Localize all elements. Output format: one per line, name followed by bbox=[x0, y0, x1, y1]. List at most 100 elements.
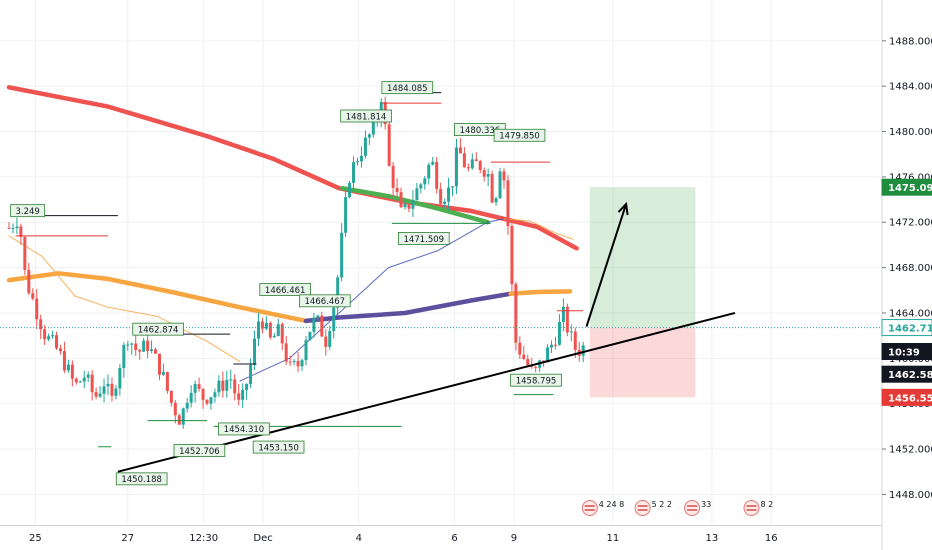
economic-event[interactable]: 5 2 2 bbox=[634, 500, 672, 516]
candle-body bbox=[498, 171, 502, 199]
candle-body bbox=[78, 381, 82, 383]
event-flag-icon[interactable] bbox=[743, 500, 760, 516]
candle-body bbox=[55, 335, 59, 349]
candle-body bbox=[534, 366, 538, 368]
profit-zone[interactable] bbox=[589, 187, 696, 328]
candle-body bbox=[454, 147, 458, 187]
price-note: 1466.467 bbox=[298, 294, 351, 308]
economic-event[interactable]: 4 24 8 bbox=[581, 500, 624, 516]
event-flag-icon[interactable] bbox=[581, 500, 598, 516]
candle bbox=[90, 370, 94, 401]
candle-body bbox=[19, 226, 23, 237]
moving-average-line bbox=[239, 218, 505, 382]
candle bbox=[565, 303, 569, 337]
candle bbox=[451, 186, 455, 197]
candle-body bbox=[466, 167, 470, 169]
price-tag: 1462.712 bbox=[881, 319, 932, 337]
candle bbox=[367, 133, 371, 145]
candle-body bbox=[526, 359, 530, 366]
candle bbox=[241, 383, 245, 409]
candle bbox=[280, 322, 284, 351]
candle-body bbox=[237, 393, 241, 400]
candle bbox=[506, 175, 510, 236]
candle-body bbox=[154, 349, 158, 354]
y-tick-label: 1468.000 bbox=[889, 263, 932, 274]
price-tag-label: 1462.712 bbox=[888, 324, 932, 335]
candle-body bbox=[506, 180, 510, 226]
price-tag: 1475.092 bbox=[881, 178, 932, 196]
candle-body bbox=[371, 120, 375, 135]
candle-body bbox=[344, 197, 348, 233]
candle-body bbox=[264, 322, 268, 329]
candle bbox=[470, 153, 474, 170]
event-flag-icon[interactable] bbox=[634, 500, 651, 516]
candle-body bbox=[181, 408, 185, 425]
economic-events[interactable]: 4 24 8 5 2 2 33 8 2 bbox=[581, 500, 773, 516]
candle-body bbox=[494, 198, 498, 203]
economic-event[interactable]: 8 2 bbox=[743, 500, 773, 516]
candle-body bbox=[288, 361, 292, 363]
candle bbox=[510, 222, 514, 292]
candle bbox=[86, 371, 90, 383]
candle-body bbox=[15, 226, 19, 229]
candle-body bbox=[11, 228, 15, 230]
candle bbox=[490, 170, 494, 204]
candle-body bbox=[256, 321, 260, 339]
note-label: 1484.085 bbox=[387, 84, 428, 94]
candle-body bbox=[502, 171, 506, 181]
arrow-line[interactable] bbox=[585, 203, 628, 327]
candle-body bbox=[169, 390, 173, 403]
event-label: 5 2 2 bbox=[652, 500, 672, 509]
x-tick-label: 16 bbox=[765, 533, 778, 544]
candle-body bbox=[221, 380, 225, 391]
candle bbox=[19, 223, 23, 245]
price-note: 3.249 bbox=[10, 204, 118, 218]
candle-body bbox=[197, 384, 201, 389]
candle bbox=[340, 223, 344, 282]
candle bbox=[47, 333, 51, 342]
candle bbox=[185, 397, 189, 413]
candle-body bbox=[474, 159, 478, 162]
candle bbox=[193, 380, 197, 403]
long-position-zone[interactable] bbox=[589, 187, 696, 398]
candle bbox=[114, 385, 118, 400]
moving-average-line bbox=[303, 291, 513, 324]
candle bbox=[391, 161, 395, 198]
candle bbox=[181, 407, 185, 429]
note-label: 1471.509 bbox=[404, 235, 445, 245]
x-tick-label: 9 bbox=[511, 533, 517, 544]
candle bbox=[415, 182, 419, 201]
x-tick-label: 6 bbox=[451, 533, 457, 544]
candle bbox=[486, 168, 490, 187]
x-tick-label: Dec bbox=[253, 533, 272, 544]
candle bbox=[126, 340, 130, 351]
price-note: 1484.085 bbox=[381, 81, 442, 95]
candle bbox=[316, 314, 320, 322]
note-label: 1480.336 bbox=[460, 126, 501, 136]
candle bbox=[332, 305, 336, 339]
event-flag-icon[interactable] bbox=[684, 500, 701, 516]
candle bbox=[134, 334, 138, 357]
price-note: 1454.310 bbox=[218, 422, 270, 436]
candle bbox=[35, 289, 39, 330]
candle bbox=[292, 359, 296, 366]
candle bbox=[550, 340, 554, 354]
candle bbox=[272, 332, 276, 338]
candle bbox=[31, 288, 35, 301]
economic-event[interactable]: 33 bbox=[684, 500, 712, 516]
candle-body bbox=[209, 397, 213, 404]
arrow-head[interactable] bbox=[617, 201, 629, 216]
candle bbox=[522, 345, 526, 361]
candle-body bbox=[561, 306, 565, 323]
candle-body bbox=[118, 368, 122, 389]
candle-body bbox=[332, 307, 336, 332]
candle bbox=[70, 360, 74, 387]
note-box bbox=[132, 322, 184, 336]
candle-body bbox=[185, 402, 189, 409]
candle bbox=[98, 386, 102, 398]
candle bbox=[320, 311, 324, 337]
stop-zone[interactable] bbox=[589, 327, 696, 398]
candle bbox=[514, 281, 518, 351]
